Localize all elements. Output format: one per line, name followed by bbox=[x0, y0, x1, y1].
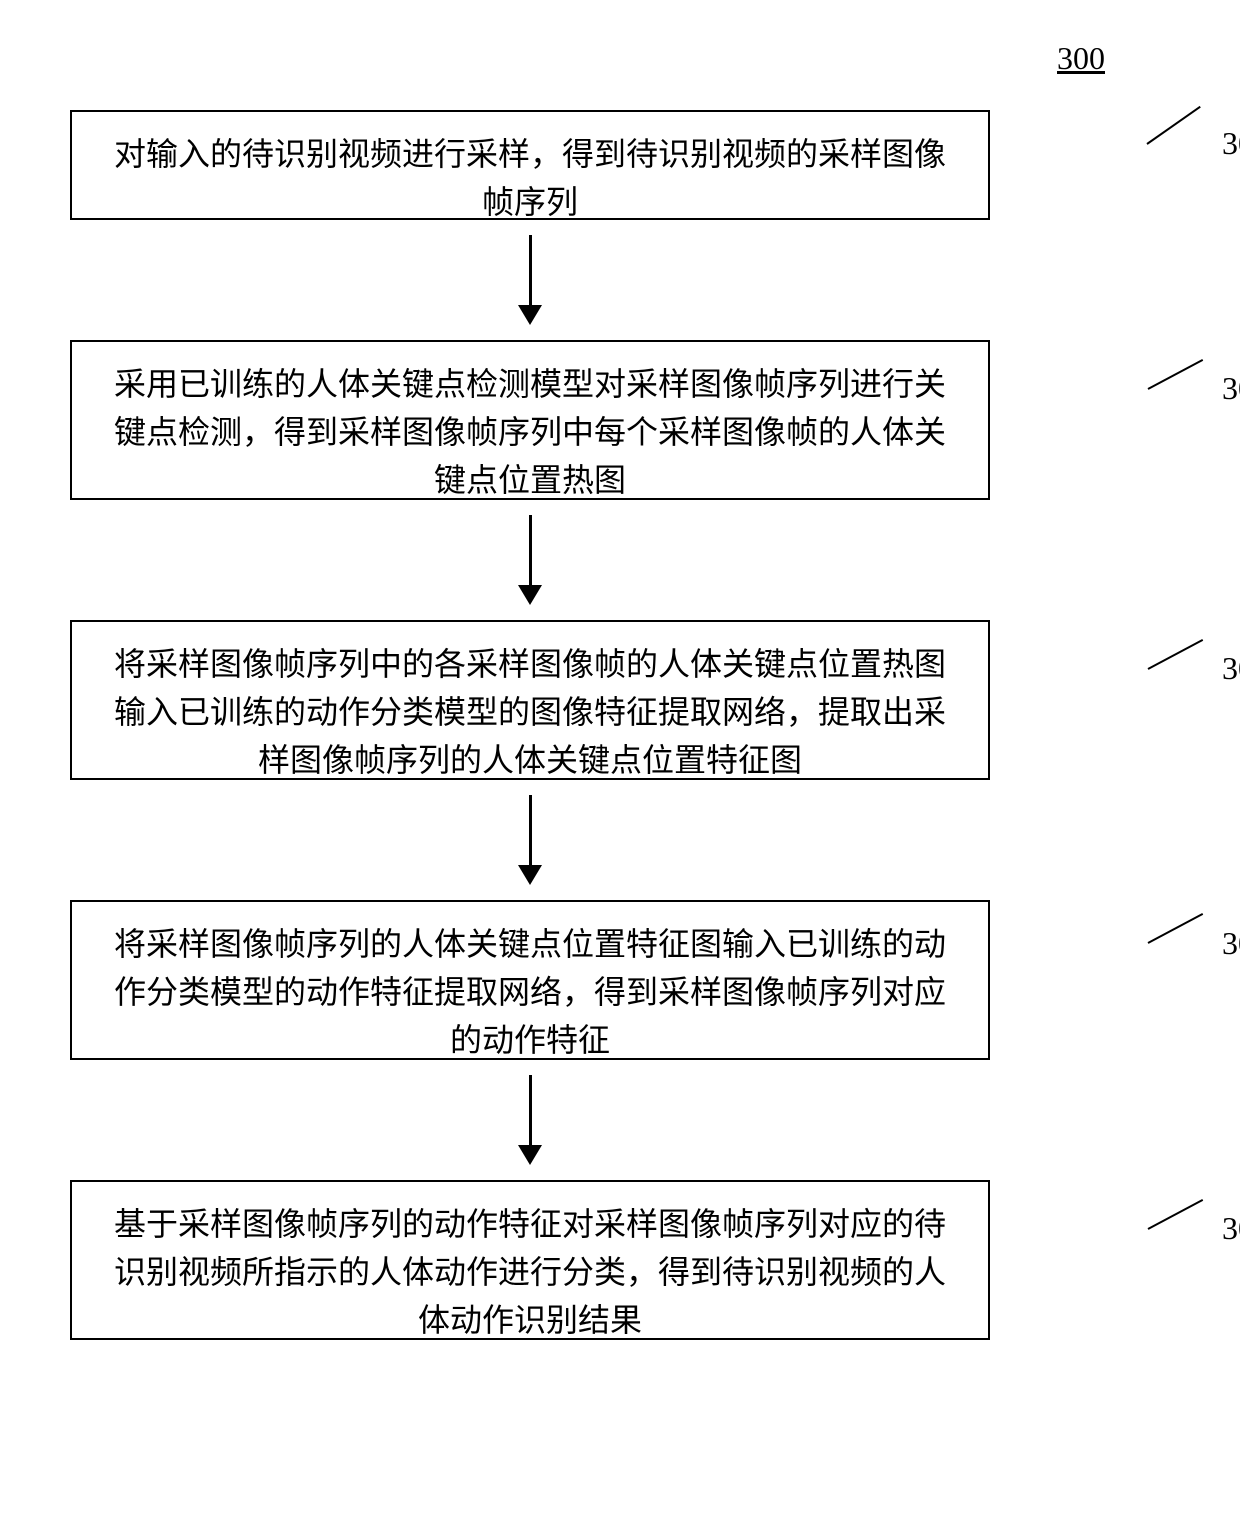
arrow-4 bbox=[518, 1075, 542, 1165]
step-box-5: 基于采样图像帧序列的动作特征对采样图像帧序列对应的待识别视频所指示的人体动作进行… bbox=[70, 1180, 990, 1340]
arrow-container-4 bbox=[70, 1060, 990, 1180]
flowchart-container: 对输入的待识别视频进行采样，得到待识别视频的采样图像帧序列 301 采用已训练的… bbox=[70, 110, 1170, 1340]
arrow-head-3 bbox=[518, 865, 542, 885]
step-label-4: 304 bbox=[1222, 925, 1240, 962]
arrow-container-1 bbox=[70, 220, 990, 340]
step-row-3: 将采样图像帧序列中的各采样图像帧的人体关键点位置热图输入已训练的动作分类模型的图… bbox=[70, 620, 1170, 780]
step-row-1: 对输入的待识别视频进行采样，得到待识别视频的采样图像帧序列 301 bbox=[70, 110, 1170, 220]
step-text-3: 将采样图像帧序列中的各采样图像帧的人体关键点位置热图输入已训练的动作分类模型的图… bbox=[114, 646, 946, 778]
arrow-head-4 bbox=[518, 1145, 542, 1165]
step-row-2: 采用已训练的人体关键点检测模型对采样图像帧序列进行关键点检测，得到采样图像帧序列… bbox=[70, 340, 1170, 500]
step-text-5: 基于采样图像帧序列的动作特征对采样图像帧序列对应的待识别视频所指示的人体动作进行… bbox=[114, 1206, 946, 1338]
figure-number: 300 bbox=[1057, 40, 1105, 77]
arrow-line-4 bbox=[529, 1075, 532, 1145]
arrow-line-1 bbox=[529, 235, 532, 305]
step-box-3: 将采样图像帧序列中的各采样图像帧的人体关键点位置热图输入已训练的动作分类模型的图… bbox=[70, 620, 990, 780]
step-label-2: 302 bbox=[1222, 370, 1240, 407]
step-label-3: 303 bbox=[1222, 650, 1240, 687]
arrow-container-3 bbox=[70, 780, 990, 900]
connector-line-5 bbox=[1148, 1199, 1204, 1230]
step-row-5: 基于采样图像帧序列的动作特征对采样图像帧序列对应的待识别视频所指示的人体动作进行… bbox=[70, 1180, 1170, 1340]
arrow-head-1 bbox=[518, 305, 542, 325]
step-text-4: 将采样图像帧序列的人体关键点位置特征图输入已训练的动作分类模型的动作特征提取网络… bbox=[114, 926, 946, 1058]
arrow-head-2 bbox=[518, 585, 542, 605]
step-row-4: 将采样图像帧序列的人体关键点位置特征图输入已训练的动作分类模型的动作特征提取网络… bbox=[70, 900, 1170, 1060]
arrow-container-2 bbox=[70, 500, 990, 620]
arrow-2 bbox=[518, 515, 542, 605]
step-box-2: 采用已训练的人体关键点检测模型对采样图像帧序列进行关键点检测，得到采样图像帧序列… bbox=[70, 340, 990, 500]
step-box-4: 将采样图像帧序列的人体关键点位置特征图输入已训练的动作分类模型的动作特征提取网络… bbox=[70, 900, 990, 1060]
connector-line-3 bbox=[1148, 639, 1204, 670]
arrow-line-2 bbox=[529, 515, 532, 585]
arrow-line-3 bbox=[529, 795, 532, 865]
step-text-2: 采用已训练的人体关键点检测模型对采样图像帧序列进行关键点检测，得到采样图像帧序列… bbox=[114, 366, 946, 498]
connector-line-4 bbox=[1148, 913, 1204, 944]
step-text-1: 对输入的待识别视频进行采样，得到待识别视频的采样图像帧序列 bbox=[114, 136, 946, 220]
arrow-1 bbox=[518, 235, 542, 325]
connector-line-2 bbox=[1148, 359, 1204, 390]
step-label-1: 301 bbox=[1222, 125, 1240, 162]
step-label-5: 305 bbox=[1222, 1210, 1240, 1247]
step-box-1: 对输入的待识别视频进行采样，得到待识别视频的采样图像帧序列 bbox=[70, 110, 990, 220]
connector-line-1 bbox=[1146, 106, 1200, 145]
arrow-3 bbox=[518, 795, 542, 885]
